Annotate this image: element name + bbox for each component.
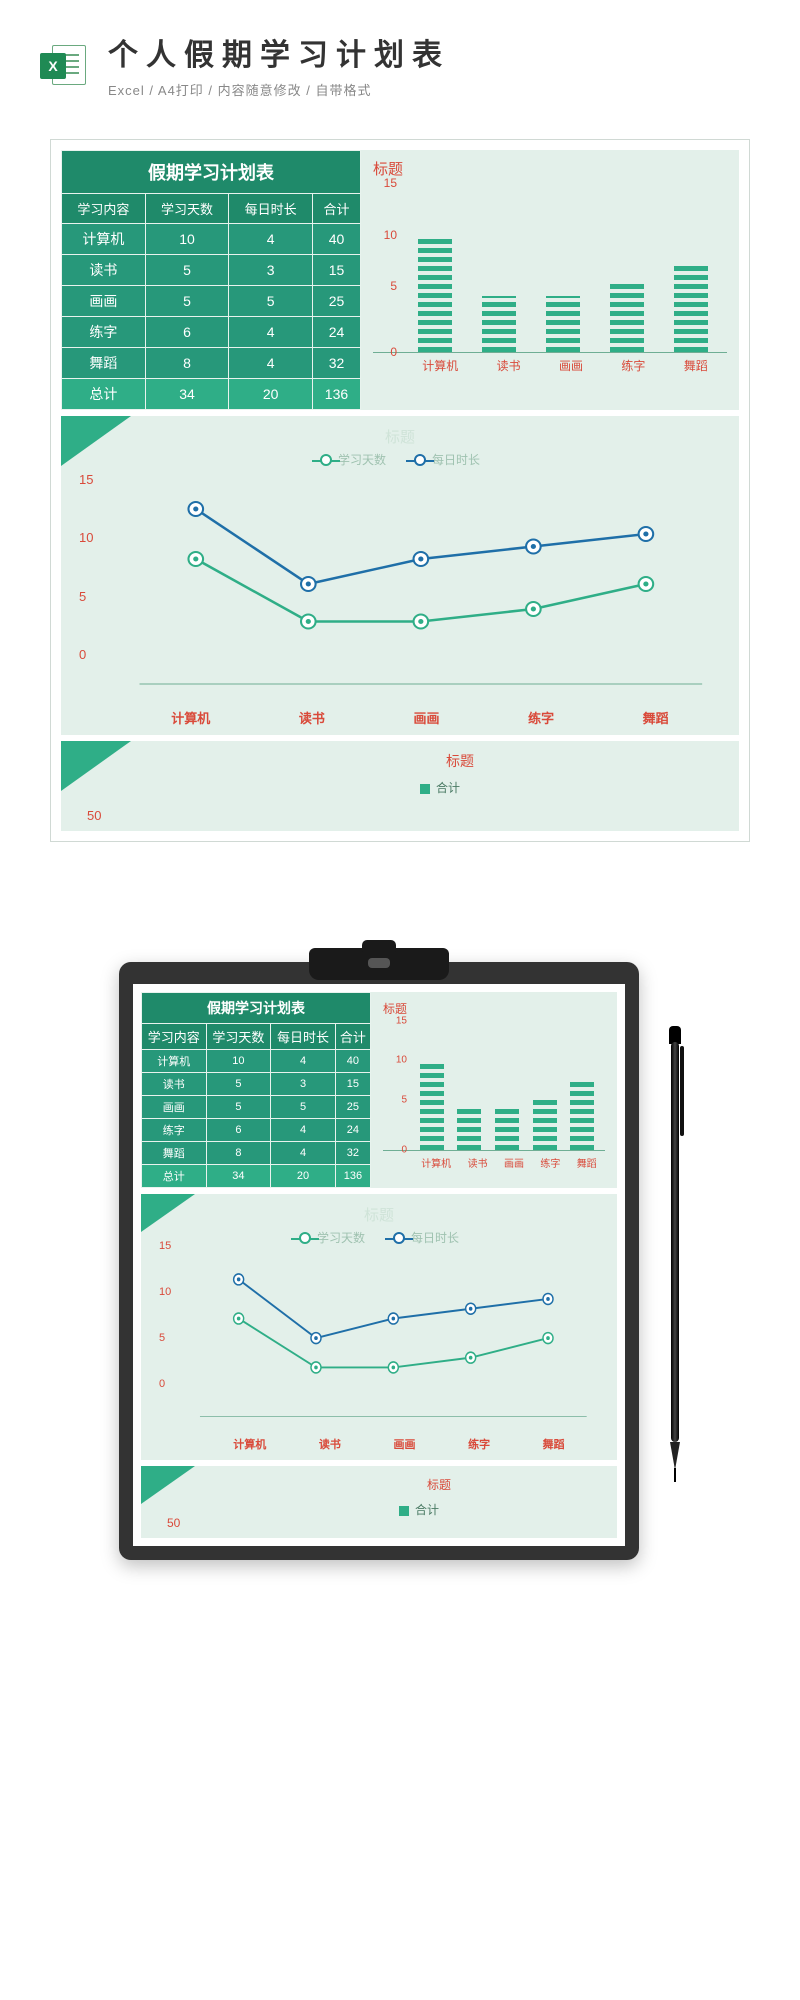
line-legend: 学习天数每日时长 xyxy=(77,451,723,468)
page-header: X 个人假期学习计划表 Excel / A4打印 / 内容随意修改 / 自带格式 xyxy=(0,0,800,119)
legend-marker-icon xyxy=(320,454,332,466)
bar-chart-area: 151050 xyxy=(383,1021,605,1151)
legend-marker-icon xyxy=(393,1232,405,1244)
col-subject: 学习内容 xyxy=(142,1024,207,1050)
third-legend-label: 合计 xyxy=(415,1503,439,1517)
bar xyxy=(546,296,580,352)
table-row: 舞蹈8432 xyxy=(142,1142,371,1165)
line-y-ticks: 151050 xyxy=(79,472,93,662)
study-plan-table: 假期学习计划表 学习内容 学习天数 每日时长 合计 计算机10440读书5315… xyxy=(141,992,371,1188)
bar-chart-area: 151050 xyxy=(373,183,727,353)
bar-chart-panel: 标题 151050 计算机读书画画练字舞蹈 xyxy=(361,150,739,410)
table-header-row: 学习内容 学习天数 每日时长 合计 xyxy=(142,1024,371,1050)
third-chart-legend: 合计 xyxy=(157,1501,601,1518)
line-chart-svg xyxy=(77,474,723,704)
line-x-labels: 计算机读书画画练字舞蹈 xyxy=(207,1436,591,1452)
bar-chart-title: 标题 xyxy=(373,158,727,179)
bar xyxy=(495,1107,519,1150)
legend-marker-icon xyxy=(414,454,426,466)
bar-chart-title: 标题 xyxy=(383,1000,605,1017)
bars-wrap xyxy=(413,1021,601,1150)
line-chart-svg xyxy=(157,1252,601,1432)
bar xyxy=(482,296,516,352)
line-chart-panel: 标题 学习天数每日时长 151050 计算机读书画画练字舞蹈 xyxy=(141,1194,617,1460)
table-row: 练字6424 xyxy=(62,317,361,348)
third-chart-title: 标题 xyxy=(77,751,723,771)
table-row: 读书5315 xyxy=(142,1073,371,1096)
table-row: 画画5525 xyxy=(62,286,361,317)
excel-icon: X xyxy=(40,41,88,89)
legend-marker-icon xyxy=(299,1232,311,1244)
line-chart-title: 标题 xyxy=(157,1204,601,1225)
bar-x-labels: 计算机读书画画练字舞蹈 xyxy=(403,357,727,374)
corner-triangle-icon xyxy=(141,1194,195,1232)
third-chart-title: 标题 xyxy=(157,1476,601,1493)
third-left-value: 50 xyxy=(167,1516,180,1530)
third-left-value: 50 xyxy=(87,808,101,823)
table-row: 画画5525 xyxy=(142,1096,371,1119)
table-row: 练字6424 xyxy=(142,1119,371,1142)
bar-y-ticks: 151050 xyxy=(383,1021,407,1150)
line-x-labels: 计算机读书画画练字舞蹈 xyxy=(127,708,713,727)
line-y-ticks: 151050 xyxy=(159,1240,171,1390)
table-row: 计算机10440 xyxy=(142,1050,371,1073)
line-chart-title: 标题 xyxy=(77,426,723,447)
corner-triangle-icon xyxy=(61,741,131,791)
line-legend: 学习天数每日时长 xyxy=(157,1229,601,1246)
table-total-row: 总计3420136 xyxy=(62,379,361,410)
table-title: 假期学习计划表 xyxy=(142,993,371,1024)
col-subject: 学习内容 xyxy=(62,194,146,224)
table-header-row: 学习内容 学习天数 每日时长 合计 xyxy=(62,194,361,224)
col-hours: 每日时长 xyxy=(229,194,313,224)
table-row: 读书5315 xyxy=(62,255,361,286)
col-hours: 每日时长 xyxy=(271,1024,336,1050)
third-chart-legend: 合计 xyxy=(77,779,723,796)
bar-y-ticks: 151050 xyxy=(373,183,397,352)
legend-square-icon xyxy=(399,1506,409,1516)
col-days: 学习天数 xyxy=(206,1024,271,1050)
sheet-template: 假期学习计划表 学习内容 学习天数 每日时长 合计 计算机10440读书5315… xyxy=(61,150,739,831)
bars-wrap xyxy=(403,183,723,352)
third-chart-panel: 标题 合计 50 xyxy=(61,741,739,831)
bar xyxy=(610,284,644,352)
study-plan-table: 假期学习计划表 学习内容 学习天数 每日时长 合计 计算机10440读书5315… xyxy=(61,150,361,410)
corner-triangle-icon xyxy=(141,1466,195,1504)
bar xyxy=(533,1098,557,1150)
clipboard-paper: 假期学习计划表 学习内容 学习天数 每日时长 合计 计算机10440读书5315… xyxy=(133,984,625,1546)
clipboard-clip-icon xyxy=(309,948,449,980)
corner-triangle-icon xyxy=(61,416,131,466)
col-days: 学习天数 xyxy=(145,194,229,224)
col-total: 合计 xyxy=(312,194,360,224)
bar-x-labels: 计算机读书画画练字舞蹈 xyxy=(413,1155,605,1170)
line-chart-panel: 标题 学习天数每日时长 151050 计算机读书画画练字舞蹈 xyxy=(61,416,739,735)
legend-square-icon xyxy=(420,784,430,794)
table-total-row: 总计3420136 xyxy=(142,1165,371,1188)
table-row: 计算机10440 xyxy=(62,224,361,255)
bar xyxy=(674,262,708,352)
bar xyxy=(457,1107,481,1150)
clipboard-mockup: 假期学习计划表 学习内容 学习天数 每日时长 合计 计算机10440读书5315… xyxy=(119,962,639,1560)
third-legend-label: 合计 xyxy=(436,781,460,795)
bar xyxy=(418,239,452,352)
bar-chart-panel: 标题 151050 计算机读书画画练字舞蹈 xyxy=(371,992,617,1188)
table-row: 舞蹈8432 xyxy=(62,348,361,379)
sheet-preview-card: 假期学习计划表 学习内容 学习天数 每日时长 合计 计算机10440读书5315… xyxy=(50,139,750,842)
col-total: 合计 xyxy=(335,1024,370,1050)
bar xyxy=(420,1064,444,1150)
table-body: 计算机10440读书5315画画5525练字6424舞蹈8432总计342013… xyxy=(142,1050,371,1188)
third-chart-panel: 标题 合计 50 xyxy=(141,1466,617,1538)
page-subtitle: Excel / A4打印 / 内容随意修改 / 自带格式 xyxy=(108,80,760,99)
excel-icon-letter: X xyxy=(40,53,66,79)
bar xyxy=(570,1081,594,1150)
clipboard-mockup-section: 假期学习计划表 学习内容 学习天数 每日时长 合计 计算机10440读书5315… xyxy=(0,882,800,1620)
pen-mockup xyxy=(669,1002,681,1482)
page-title: 个人假期学习计划表 xyxy=(108,30,760,74)
table-body: 计算机10440读书5315画画5525练字6424舞蹈8432总计342013… xyxy=(62,224,361,410)
table-title: 假期学习计划表 xyxy=(62,151,361,194)
